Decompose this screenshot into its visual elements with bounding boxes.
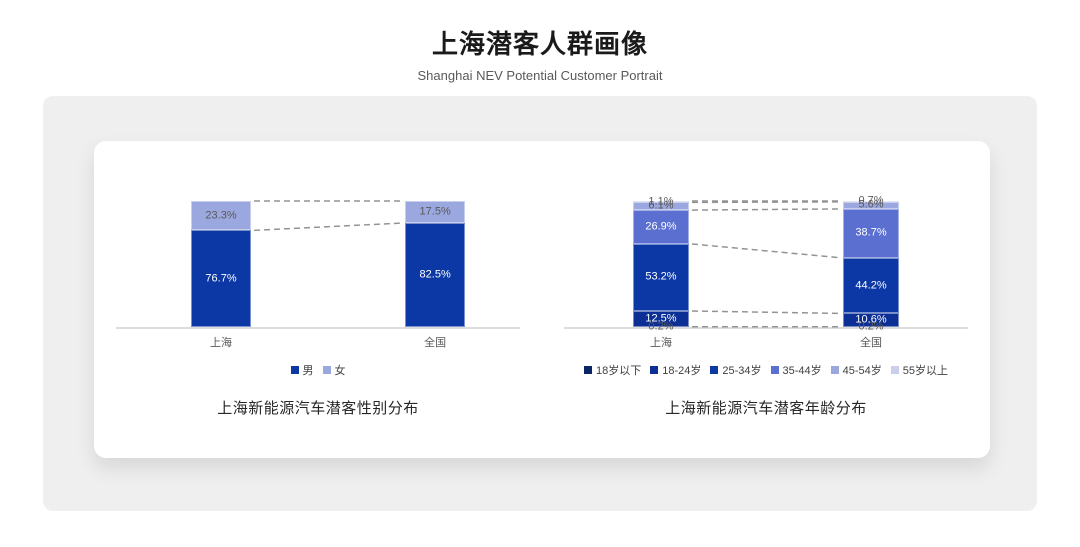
legend-item[interactable]: 18-24岁 xyxy=(650,362,701,378)
age-chart-category-axis: 上海 全国 xyxy=(564,334,968,349)
category-label: 上海 xyxy=(210,337,233,349)
legend-label: 18岁以下 xyxy=(595,365,642,377)
legend-label: 18-24岁 xyxy=(662,365,702,377)
gender-chart-title: 上海新能源汽车潜客性别分布 xyxy=(217,400,419,417)
bar-segment[interactable] xyxy=(843,313,900,327)
segment-value-label: 0.7% xyxy=(858,194,884,207)
bar-segment[interactable] xyxy=(632,243,689,311)
gender-chart: 76.7% 23.3% 82.5% 17.5% 上海 全国 男女 上海新能源汽车潜客性别… xyxy=(94,141,542,458)
segment-value-label: 26.9% xyxy=(645,220,677,233)
legend-item[interactable]: 男 xyxy=(290,362,314,378)
bar-segment[interactable] xyxy=(843,201,900,209)
dashed-connector xyxy=(254,222,403,232)
legend-swatch-icon xyxy=(830,366,839,374)
dashed-connector xyxy=(691,201,841,204)
segment-value-label: 23.3% xyxy=(205,209,237,222)
legend-swatch-icon xyxy=(650,366,659,374)
bar-segment[interactable] xyxy=(405,223,466,327)
bar-segment[interactable] xyxy=(843,201,900,202)
legend-label: 35-44岁 xyxy=(782,365,822,377)
segment-value-label: 0.2% xyxy=(858,320,884,333)
legend-label: 男 xyxy=(302,365,314,377)
category-label: 全国 xyxy=(860,337,883,349)
charts-card: 76.7% 23.3% 82.5% 17.5% 上海 全国 男女 上海新能源汽车潜客性别… xyxy=(94,141,990,458)
bar-segment[interactable] xyxy=(405,201,466,224)
legend-swatch-icon xyxy=(583,366,592,374)
legend-item[interactable]: 55岁以上 xyxy=(890,362,949,378)
bar-segment[interactable] xyxy=(632,202,689,211)
page-title: 上海潜客人群画像 xyxy=(431,29,648,59)
bar-segment[interactable] xyxy=(843,257,900,314)
category-label: 上海 xyxy=(649,337,672,349)
segment-value-label: 76.7% xyxy=(205,272,237,285)
segment-value-label: 82.5% xyxy=(419,268,451,281)
legend-swatch-icon xyxy=(890,366,899,374)
legend-swatch-icon xyxy=(710,366,719,374)
segment-value-label: 1.1% xyxy=(648,195,674,208)
legend-item[interactable]: 18岁以下 xyxy=(583,362,642,378)
legend-label: 55岁以上 xyxy=(902,365,949,377)
legend-item[interactable]: 女 xyxy=(322,362,346,378)
content-panel: 76.7% 23.3% 82.5% 17.5% 上海 全国 男女 上海新能源汽车潜客性别… xyxy=(43,96,1037,511)
segment-value-label: 12.5% xyxy=(645,312,677,325)
bar-segment[interactable] xyxy=(632,201,689,203)
segment-value-label: 53.2% xyxy=(645,270,677,283)
legend-swatch-icon xyxy=(290,366,299,374)
legend-label: 45-54岁 xyxy=(842,365,882,377)
bar-segment[interactable] xyxy=(632,210,689,244)
bar-segment[interactable] xyxy=(843,208,900,258)
segment-value-label: 38.7% xyxy=(855,226,887,239)
segment-value-label: 0.2% xyxy=(648,320,674,333)
legend-item[interactable]: 45-54岁 xyxy=(830,362,882,378)
legend-swatch-icon xyxy=(322,366,331,374)
bar-segment[interactable] xyxy=(632,311,689,327)
dashed-connector xyxy=(691,208,841,211)
gender-chart-category-axis: 上海 全国 xyxy=(116,334,520,349)
connector-lines xyxy=(691,200,841,328)
gender-chart-plot: 76.7% 23.3% 82.5% 17.5% xyxy=(116,200,520,329)
segment-value-label: 6.1% xyxy=(648,199,674,212)
bar-segment[interactable] xyxy=(191,230,252,327)
legend-label: 25-34岁 xyxy=(722,365,762,377)
age-chart-plot: 0.2% 12.5% 53.2% 26.9% 6.1% 1.1% 0.2% 10.6% 44.2… xyxy=(564,195,968,333)
gender-chart-legend: 男女 xyxy=(116,362,520,378)
category-label: 全国 xyxy=(424,337,447,349)
dashed-connector xyxy=(691,310,841,315)
page-header: 上海潜客人群画像 Shanghai NEV Potential Customer… xyxy=(0,0,1080,83)
dashed-connector xyxy=(691,243,841,259)
segment-value-label: 5.6% xyxy=(858,198,884,211)
age-chart-title: 上海新能源汽车潜客年龄分布 xyxy=(665,400,867,417)
age-chart: 0.2% 12.5% 53.2% 26.9% 6.1% 1.1% 0.2% 10.6% 44.2… xyxy=(542,141,990,458)
legend-swatch-icon xyxy=(770,366,779,374)
legend-label: 女 xyxy=(334,365,346,377)
legend-item[interactable]: 35-44岁 xyxy=(770,362,822,378)
segment-value-label: 10.6% xyxy=(855,313,887,326)
segment-value-label: 17.5% xyxy=(419,205,451,218)
legend-item[interactable]: 25-34岁 xyxy=(710,362,762,378)
page-subtitle: Shanghai NEV Potential Customer Portrait xyxy=(417,68,663,83)
age-chart-legend: 18岁以下 18-24岁 25-34岁 35-44岁 45-54岁 55岁以上 xyxy=(564,362,968,378)
bar-segment[interactable] xyxy=(191,201,252,231)
segment-value-label: 44.2% xyxy=(855,279,887,292)
